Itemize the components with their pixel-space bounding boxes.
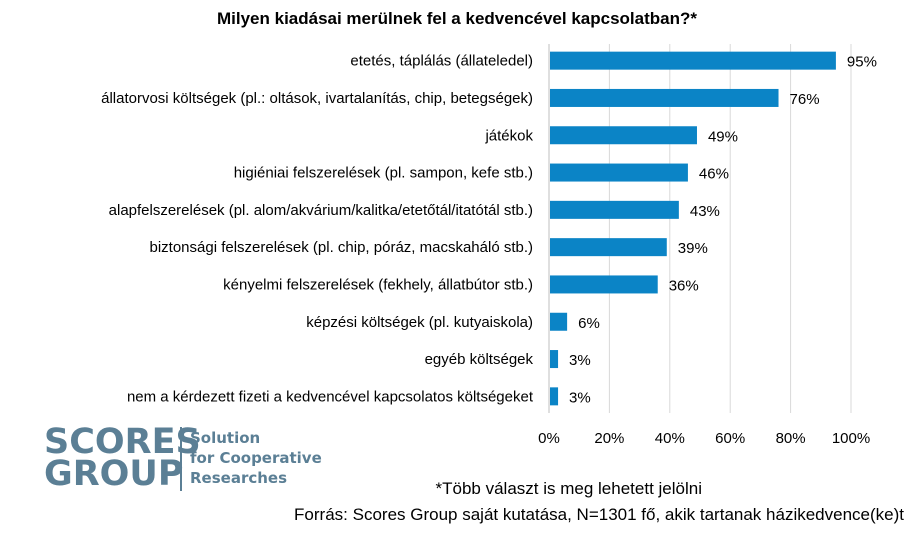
category-label: állatorvosi költségek (pl.: oltások, iva… <box>101 90 533 107</box>
bar <box>550 88 779 107</box>
logo-word-scores: SCORES <box>44 422 201 462</box>
value-label: 39% <box>678 240 708 257</box>
logo-divider <box>180 427 182 491</box>
value-label: 36% <box>669 277 699 294</box>
category-label: etetés, táplálás (állateledel) <box>350 53 533 70</box>
bar <box>550 126 697 145</box>
x-tick-label: 100% <box>832 430 870 447</box>
x-tick-label: 60% <box>715 430 745 447</box>
value-label: 76% <box>790 91 820 108</box>
bar <box>550 312 568 331</box>
category-label: játékok <box>484 127 533 144</box>
bar <box>550 387 559 406</box>
x-tick-label: 0% <box>538 430 560 447</box>
category-label: egyéb költségek <box>425 351 534 368</box>
bar <box>550 275 658 294</box>
scores-group-logo: SCORES GROUP Solution for Cooperative Re… <box>44 423 344 493</box>
logo-word-group: GROUP <box>44 454 184 494</box>
bar <box>550 51 836 70</box>
category-label: alapfelszerelések (pl. alom/akvárium/kal… <box>109 202 533 219</box>
bar <box>550 200 679 219</box>
value-label: 6% <box>578 315 600 332</box>
value-label: 43% <box>690 203 720 220</box>
value-label: 95% <box>847 54 877 71</box>
category-label: higiéniai felszerelések (pl. sampon, kef… <box>234 165 533 182</box>
bars <box>550 51 836 406</box>
category-label: biztonsági felszerelések (pl. chip, pórá… <box>149 239 533 256</box>
value-label: 3% <box>569 352 591 369</box>
multiple-answers-note: *Több választ is meg lehetett jelölni <box>435 479 702 498</box>
value-label: 49% <box>708 128 738 145</box>
chart-title: Milyen kiadásai merülnek fel a kedvencév… <box>216 9 697 28</box>
logo-tagline-3: Researches <box>190 469 288 487</box>
x-tick-label: 80% <box>776 430 806 447</box>
category-label: kényelmi felszerelések (fekhely, állatbú… <box>223 276 533 293</box>
bar <box>550 238 667 257</box>
category-label: képzési költségek (pl. kutyaiskola) <box>306 314 533 331</box>
x-tick-label: 40% <box>655 430 685 447</box>
category-label: nem a kérdezett fizeti a kedvencével kap… <box>127 388 534 405</box>
bar <box>550 350 559 369</box>
value-label: 3% <box>569 389 591 406</box>
source-note: Forrás: Scores Group saját kutatása, N=1… <box>294 505 904 524</box>
grid-lines <box>548 44 852 413</box>
logo-tagline-1: Solution <box>190 429 261 447</box>
logo-tagline-2: for Cooperative <box>190 449 322 467</box>
x-tick-label: 20% <box>594 430 624 447</box>
value-label: 46% <box>699 166 729 183</box>
labels: 0% 20% 40% 60% 80% 100% etetés, táplálás (álla… <box>101 53 877 447</box>
bar <box>550 163 688 182</box>
